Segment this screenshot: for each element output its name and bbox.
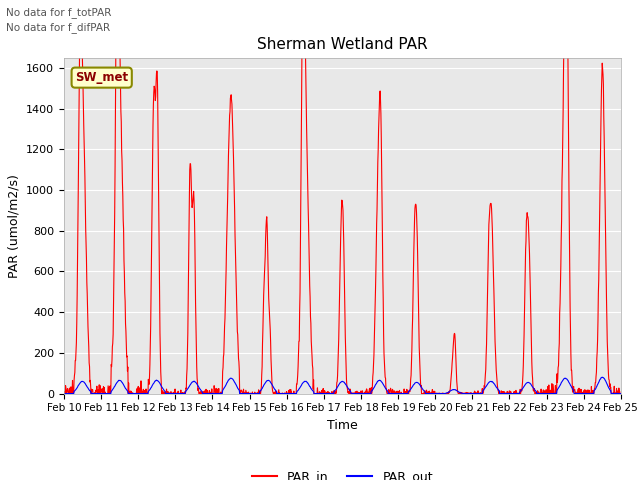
X-axis label: Time: Time [327, 419, 358, 432]
Text: SW_met: SW_met [75, 71, 128, 84]
Text: No data for f_totPAR: No data for f_totPAR [6, 7, 112, 18]
Legend: PAR_in, PAR_out: PAR_in, PAR_out [247, 465, 438, 480]
Title: Sherman Wetland PAR: Sherman Wetland PAR [257, 37, 428, 52]
Y-axis label: PAR (umol/m2/s): PAR (umol/m2/s) [8, 174, 20, 277]
Text: No data for f_difPAR: No data for f_difPAR [6, 22, 111, 33]
